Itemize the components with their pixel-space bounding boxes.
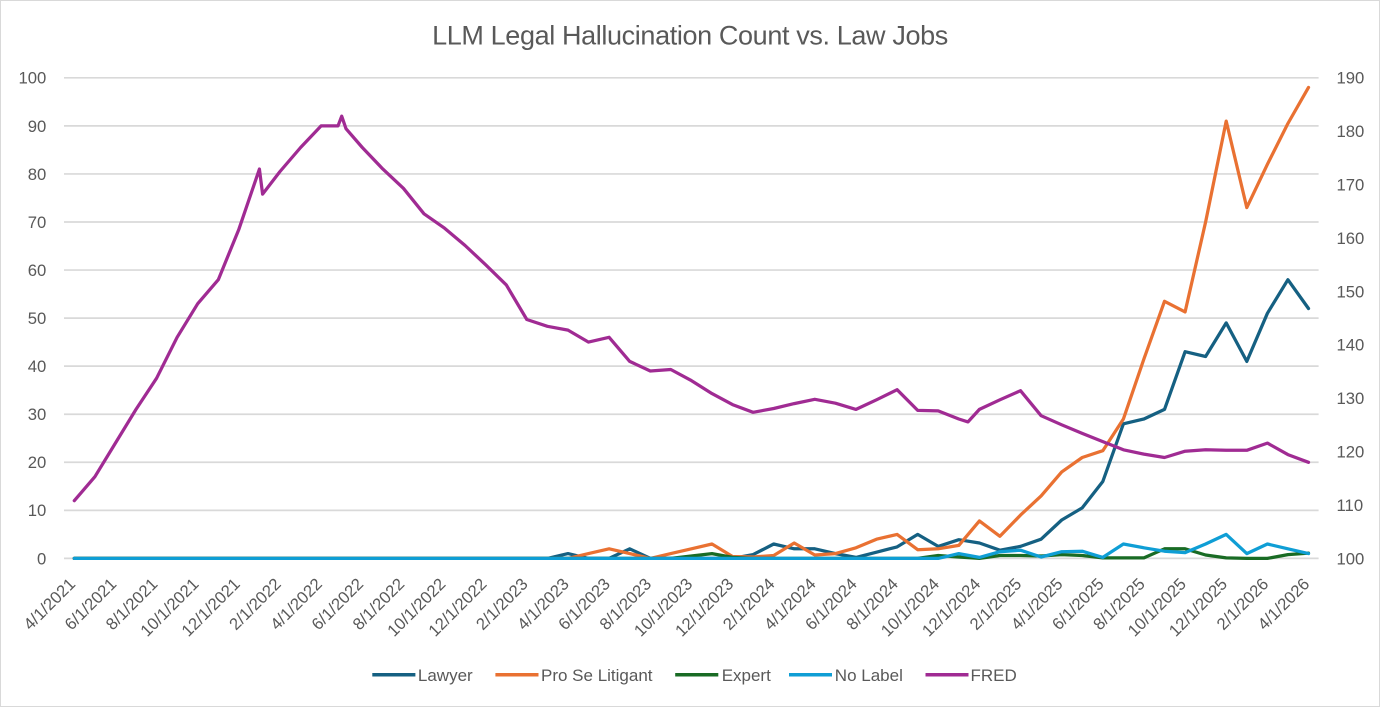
svg-text:LLM Legal Hallucination Count: LLM Legal Hallucination Count vs. Law Jo… (432, 20, 948, 50)
svg-text:100: 100 (18, 69, 46, 88)
svg-text:60: 60 (28, 261, 47, 280)
svg-text:140: 140 (1337, 336, 1365, 355)
svg-text:40: 40 (28, 357, 47, 376)
svg-text:130: 130 (1337, 389, 1365, 408)
svg-text:70: 70 (28, 213, 47, 232)
svg-text:160: 160 (1337, 229, 1365, 248)
svg-text:30: 30 (28, 405, 47, 424)
svg-text:20: 20 (28, 453, 47, 472)
svg-text:90: 90 (28, 117, 47, 136)
svg-text:80: 80 (28, 165, 47, 184)
svg-text:Expert: Expert (722, 666, 771, 685)
svg-text:Pro Se Litigant: Pro Se Litigant (541, 666, 653, 685)
svg-text:0: 0 (37, 549, 46, 568)
svg-text:Lawyer: Lawyer (418, 666, 473, 685)
svg-text:50: 50 (28, 309, 47, 328)
svg-text:120: 120 (1337, 443, 1365, 462)
svg-text:10: 10 (28, 501, 47, 520)
svg-text:150: 150 (1337, 282, 1365, 301)
svg-text:180: 180 (1337, 122, 1365, 141)
svg-text:170: 170 (1337, 176, 1365, 195)
svg-text:100: 100 (1337, 549, 1365, 568)
svg-text:No Label: No Label (835, 666, 903, 685)
svg-text:FRED: FRED (971, 666, 1017, 685)
svg-text:190: 190 (1337, 69, 1365, 88)
svg-text:110: 110 (1337, 496, 1364, 515)
